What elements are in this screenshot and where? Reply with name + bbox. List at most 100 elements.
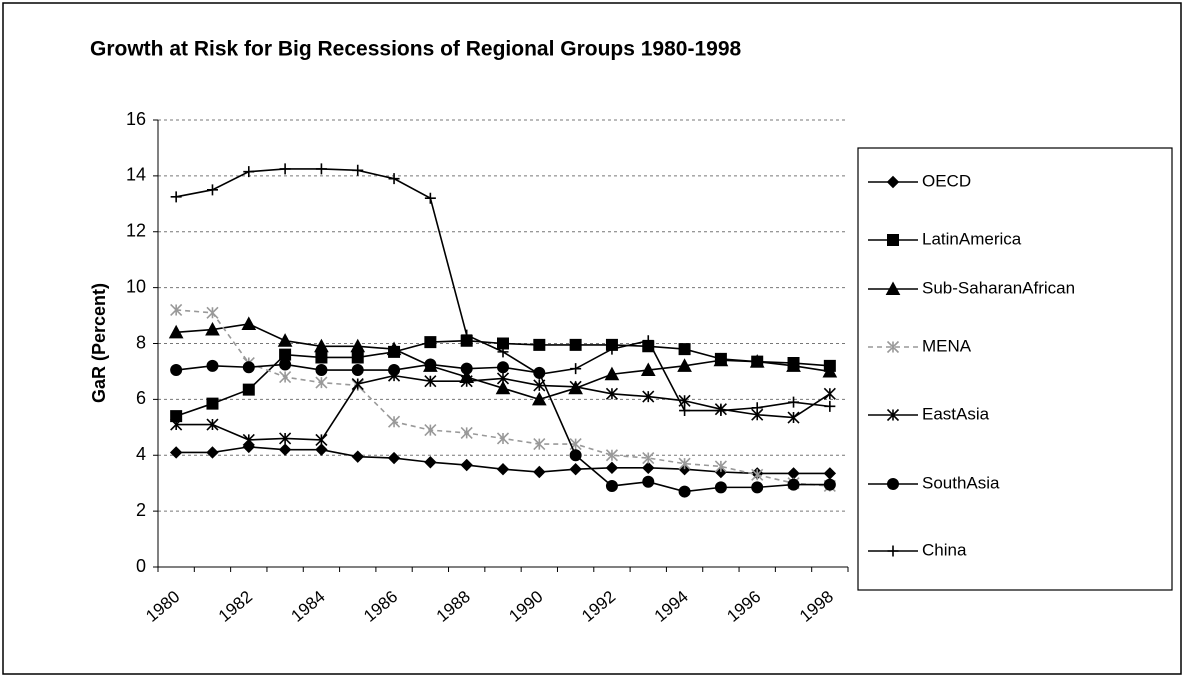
data-point: [605, 387, 619, 400]
data-point: [242, 440, 255, 454]
chart-title: Growth at Risk for Big Recessions of Reg…: [90, 38, 741, 61]
data-point: [387, 415, 401, 428]
data-point: [206, 397, 219, 410]
data-point: [642, 475, 655, 488]
data-point: [460, 458, 473, 472]
data-point: [642, 451, 655, 465]
data-point: [569, 380, 582, 393]
data-point: [279, 163, 291, 175]
data-point: [824, 400, 836, 412]
data-point: [713, 352, 729, 367]
data-point: [279, 348, 292, 361]
legend-marker: [886, 175, 900, 189]
data-point: [168, 324, 184, 339]
data-point: [496, 361, 510, 374]
data-point: [424, 456, 437, 469]
y-tick-label: 8: [136, 332, 146, 352]
data-point: [169, 446, 183, 459]
data-point: [424, 336, 437, 349]
x-tick-label: 1996: [723, 587, 764, 626]
data-point: [642, 461, 655, 475]
data-point: [206, 446, 219, 459]
data-point: [460, 375, 473, 388]
data-point: [678, 485, 691, 498]
legend-marker: [887, 234, 899, 246]
data-point: [569, 338, 582, 351]
legend-marker: [886, 340, 900, 354]
data-point: [714, 460, 727, 473]
data-point: [642, 390, 655, 403]
data-point: [206, 184, 218, 196]
data-point: [206, 418, 219, 431]
data-point: [205, 321, 220, 336]
data-point: [242, 383, 255, 396]
legend-box: [857, 147, 1173, 591]
data-point: [605, 461, 619, 475]
data-point: [751, 481, 764, 494]
x-tick-label: 1988: [433, 587, 474, 626]
y-tick-label: 16: [126, 109, 146, 129]
data-point: [461, 329, 473, 341]
data-point: [677, 358, 692, 372]
data-point: [352, 164, 364, 176]
data-point: [279, 370, 292, 384]
data-point: [606, 343, 618, 355]
data-point: [496, 372, 510, 385]
legend-label: OECD: [922, 171, 971, 190]
data-point: [351, 351, 364, 364]
y-tick-label: 4: [136, 444, 146, 464]
data-point: [350, 338, 366, 353]
data-point: [388, 173, 400, 185]
y-tick-label: 2: [136, 500, 146, 520]
data-point: [715, 405, 727, 417]
data-point: [570, 363, 582, 375]
data-point: [823, 387, 836, 400]
data-point: [242, 433, 255, 446]
legend-marker: [887, 545, 899, 557]
data-point: [424, 358, 437, 371]
data-point: [314, 338, 329, 353]
y-tick-label: 10: [126, 276, 146, 296]
data-point: [170, 364, 183, 376]
y-tick-label: 6: [136, 388, 146, 408]
data-point: [605, 480, 618, 492]
x-tick-label: 1980: [142, 587, 183, 626]
data-point: [206, 306, 219, 319]
data-point: [243, 166, 255, 178]
data-point: [424, 192, 436, 204]
x-tick-label: 1994: [651, 587, 692, 626]
x-tick-label: 1982: [215, 587, 256, 626]
legend-label: EastAsia: [922, 404, 990, 423]
data-point: [788, 396, 800, 408]
data-point: [315, 376, 328, 389]
data-point: [278, 443, 292, 456]
data-point: [460, 426, 473, 439]
data-point: [749, 354, 765, 368]
data-point: [533, 465, 546, 479]
data-point: [569, 449, 582, 462]
legend-label: SouthAsia: [922, 473, 1000, 492]
data-point: [424, 375, 437, 388]
data-point: [315, 351, 328, 364]
data-point: [351, 450, 364, 463]
legend-label: China: [922, 540, 967, 559]
data-point: [241, 316, 257, 330]
data-point: [497, 346, 509, 358]
data-point: [242, 361, 255, 374]
data-point: [279, 358, 292, 371]
data-point: [533, 438, 546, 451]
legend-marker: [886, 478, 900, 490]
data-point: [787, 411, 800, 424]
y-tick-label: 0: [136, 556, 146, 576]
legend-label: LatinAmerica: [922, 229, 1022, 248]
y-tick-label: 12: [126, 221, 146, 241]
data-point: [823, 478, 836, 491]
data-point: [786, 358, 801, 372]
data-point: [315, 364, 328, 376]
data-point: [206, 359, 219, 372]
data-point: [678, 457, 691, 470]
data-point: [170, 410, 183, 423]
data-point: [315, 433, 328, 446]
